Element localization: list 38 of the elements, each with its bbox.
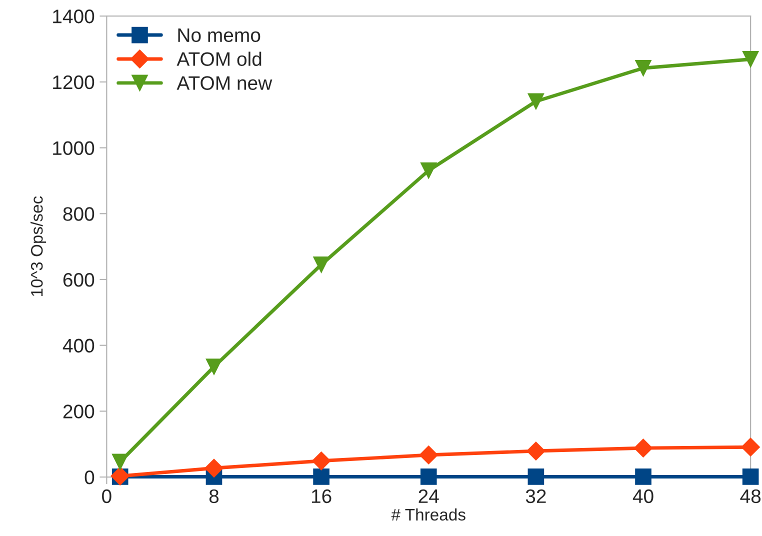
point [528, 93, 544, 110]
y-tick-label: 800 [63, 207, 94, 221]
y-tick-label: 400 [62, 338, 94, 353]
point [635, 60, 652, 76]
point [742, 468, 759, 485]
point [419, 446, 438, 464]
point [526, 442, 546, 460]
point [528, 468, 544, 485]
x-tick-label: 48 [740, 489, 761, 504]
point [313, 468, 330, 485]
point [204, 458, 224, 478]
point [420, 468, 437, 485]
x-tick-label: 32 [526, 489, 546, 504]
point [635, 468, 652, 485]
x-tick-label: 8 [209, 489, 219, 504]
legend-label: No memo [178, 28, 260, 42]
y-tick-label: 600 [63, 272, 94, 287]
point [634, 438, 653, 458]
y-tick-label: 200 [63, 404, 94, 418]
x-tick-label: 24 [418, 489, 439, 503]
point [741, 438, 760, 456]
y-tick-label: 1400 [53, 10, 94, 24]
point [313, 256, 330, 273]
y-tick-label: 1000 [53, 141, 94, 156]
point [420, 162, 437, 179]
x-tick-label: 16 [312, 489, 332, 504]
point [206, 358, 222, 375]
y-axis-title: 10^3 Ops/sec [30, 196, 46, 296]
x-tick-label: 40 [632, 489, 654, 504]
point [312, 452, 331, 470]
point [742, 51, 759, 68]
x-axis-title: # Threads [391, 508, 466, 521]
y-tick-label: 1200 [53, 75, 94, 90]
legend-label: ATOM old [176, 52, 262, 66]
x-tick-label: 0 [102, 489, 112, 504]
legend-label: ATOM new [176, 76, 272, 90]
y-tick-label: 0 [84, 470, 94, 484]
point [112, 454, 128, 470]
